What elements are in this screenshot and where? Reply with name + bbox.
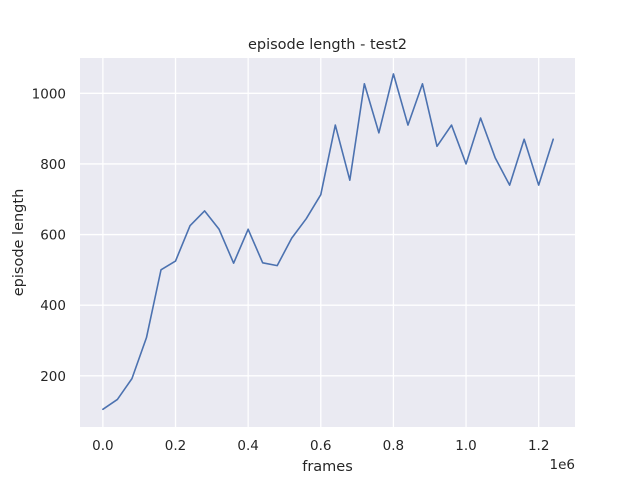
x-axis-label: frames	[302, 459, 353, 475]
x-axis-offset-label: 1e6	[550, 457, 575, 473]
x-tick-label: 0.8	[383, 438, 404, 454]
y-tick-label: 400	[40, 298, 66, 314]
y-tick-label: 1000	[32, 86, 66, 102]
y-tick-labels: 200 400 600 800 1000	[32, 86, 66, 384]
x-tick-label: 1.0	[455, 438, 476, 454]
x-tick-label: 0.0	[92, 438, 113, 454]
y-tick-label: 800	[40, 157, 66, 173]
y-tick-label: 600	[40, 228, 66, 244]
x-tick-label: 0.4	[237, 438, 258, 454]
y-tick-label: 200	[40, 369, 66, 385]
x-tick-label: 0.2	[165, 438, 186, 454]
x-tick-label: 1.2	[528, 438, 549, 454]
chart-title: episode length - test2	[248, 37, 407, 53]
grid	[80, 58, 575, 427]
y-axis-label: episode length	[11, 189, 27, 297]
x-tick-labels: 0.0 0.2 0.4 0.6 0.8 1.0 1.2	[92, 438, 549, 454]
x-tick-label: 0.6	[310, 438, 331, 454]
series-line	[102, 73, 555, 411]
plot-background	[80, 58, 575, 427]
